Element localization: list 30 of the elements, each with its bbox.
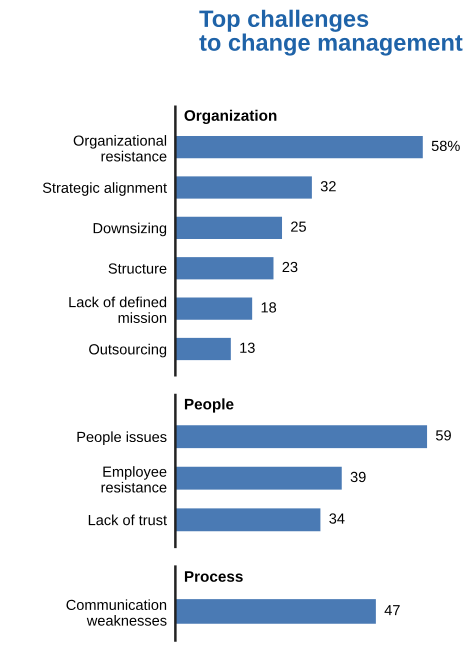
y-tick-label: People issues [77, 431, 167, 445]
y-tick-label: Downsizing [94, 222, 166, 236]
chart-subtitle: People [184, 398, 234, 413]
chart-subtitle: Organization [184, 110, 276, 124]
data-label: 59 [436, 430, 451, 441]
chart-title: Top challenges to change management [199, 10, 463, 56]
bar [175, 216, 282, 239]
y-tick-label: Employee resistance [102, 466, 166, 493]
data-label: 25 [291, 221, 306, 232]
data-label: 58% [432, 140, 460, 152]
y-tick-label: Outsourcing [89, 344, 166, 358]
data-label: 18 [262, 302, 276, 313]
y-tick-label: Lack of defined mission [69, 296, 166, 323]
y-tick-label: Communication weaknesses [66, 599, 167, 626]
bar [175, 257, 274, 280]
y-tick-label: Strategic alignment [42, 182, 167, 196]
data-label: 47 [384, 605, 400, 616]
data-label: 32 [320, 181, 336, 192]
bar [175, 136, 423, 158]
bar [175, 298, 252, 320]
data-label: 34 [329, 513, 345, 524]
bar [175, 338, 231, 360]
y-tick-label: Structure [108, 263, 166, 274]
bar [175, 176, 312, 199]
data-label: 13 [240, 342, 255, 353]
y-tick-label: Lack of trust [88, 514, 167, 526]
data-label: 39 [350, 472, 366, 482]
data-label: 23 [282, 262, 298, 272]
y-tick-label: Organizational resistance [74, 135, 166, 162]
chart-subtitle: Process [184, 571, 243, 582]
